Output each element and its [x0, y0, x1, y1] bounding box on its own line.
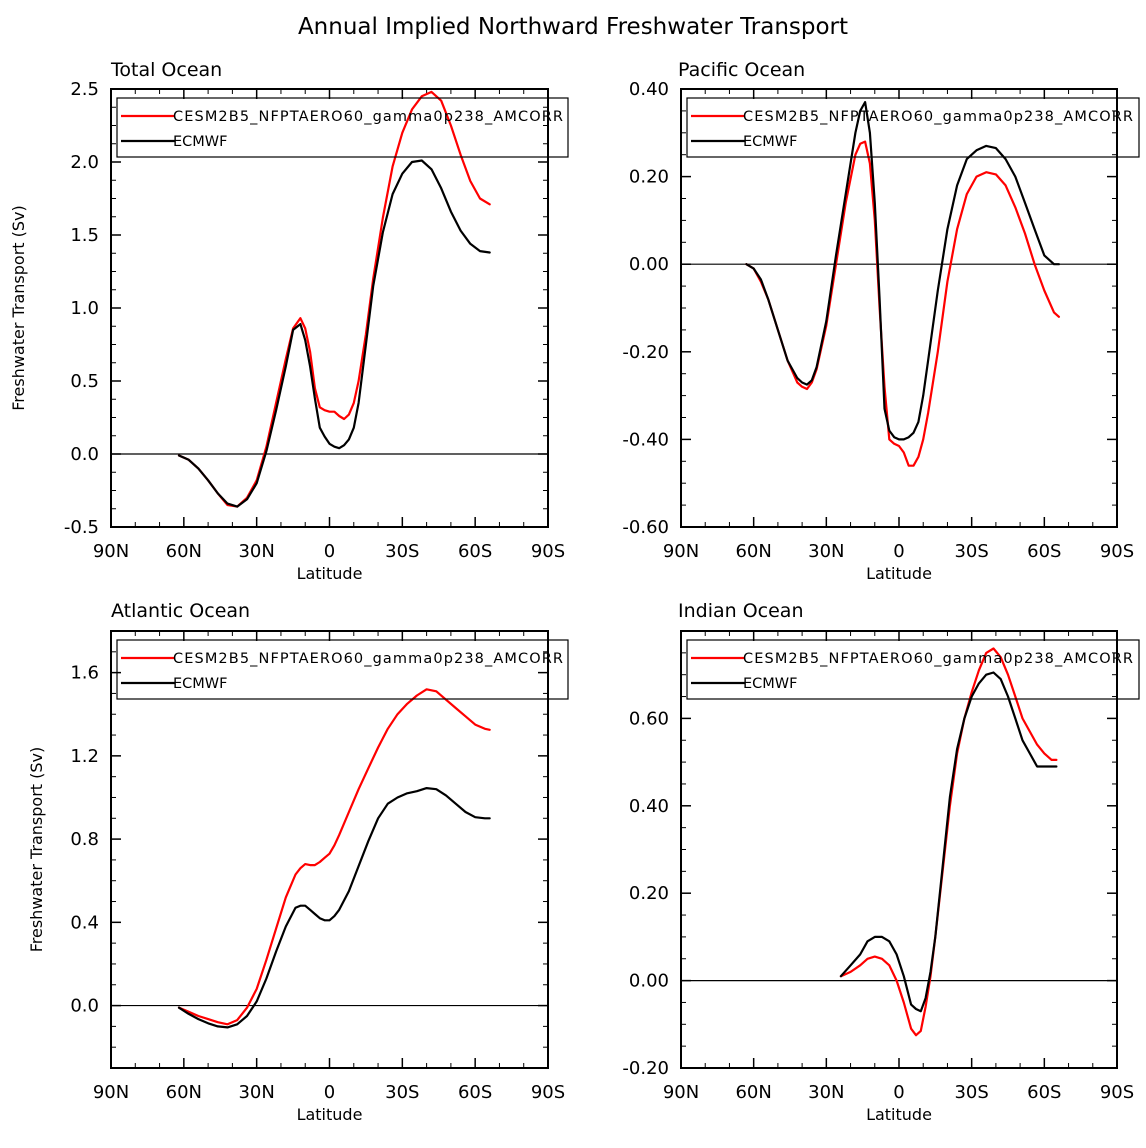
legend-label: CESM2B5_NFPTAERO60_gamma0p238_AMCORR	[173, 109, 563, 125]
chart-panel-2: 90N 60N 30N 0 30S 60S 90S -0.60 -0.40 -0.20 0.00 0.…	[622, 59, 1140, 583]
x-tick-label: 30S	[954, 1082, 988, 1103]
x-tick-label: 0	[324, 541, 335, 562]
y-tick-label: 0.0	[70, 444, 99, 465]
y-tick-label: 0.20	[629, 167, 669, 188]
x-tick-label: 90S	[1100, 1082, 1134, 1103]
x-tick-label: 90N	[93, 1082, 129, 1103]
y-tick-label: 0.5	[70, 371, 99, 392]
y-tick-label: 1.5	[70, 225, 99, 246]
x-tick-label: 90N	[93, 541, 129, 562]
x-tick-label: 30N	[808, 1082, 844, 1103]
legend-box	[116, 97, 569, 158]
y-tick-label: 0.40	[629, 796, 669, 817]
model-series-line	[177, 688, 491, 1026]
y-tick-label: -0.20	[622, 1058, 669, 1079]
y-tick-label: -0.20	[622, 342, 669, 363]
chart-panel-4: 90N 60N 30N 0 30S 60S 90S -0.20 0.00 0.20 0.40 0.60…	[622, 600, 1140, 1124]
y-tick-label: -0.40	[622, 429, 669, 450]
x-tick-label: 90S	[531, 1082, 565, 1103]
chart-panel-3: 90N 60N 30N 0 30S 60S 90S 0.0 0.4 0.8 1.2 1.6 CESM2B…	[27, 600, 569, 1124]
legend-label: CESM2B5_NFPTAERO60_gamma0p238_AMCORR	[743, 651, 1133, 667]
x-tick-label: 90N	[663, 1082, 699, 1103]
y-tick-label: 0.0	[70, 996, 99, 1017]
x-tick-label: 60N	[735, 1082, 771, 1103]
x-tick-label: 30N	[808, 541, 844, 562]
y-tick-label: 0.40	[629, 79, 669, 100]
legend-label: ECMWF	[173, 134, 227, 150]
x-tick-label: 0	[893, 541, 904, 562]
y-tick-label: 1.6	[70, 663, 99, 684]
panel-title: Atlantic Ocean	[111, 600, 250, 622]
legend-box	[686, 97, 1140, 158]
legend-box	[686, 639, 1140, 700]
x-axis-label: Latitude	[866, 564, 932, 583]
ecmwf-series-line	[177, 786, 491, 1029]
y-tick-label: 0.20	[629, 883, 669, 904]
legend-box	[116, 639, 569, 700]
y-axis-label: Freshwater Transport (Sv)	[9, 205, 28, 411]
x-axis-label: Latitude	[297, 564, 363, 583]
x-tick-label: 90N	[663, 541, 699, 562]
panel-title: Total Ocean	[110, 59, 222, 81]
y-tick-label: 0.4	[70, 912, 99, 933]
legend-label: ECMWF	[743, 134, 797, 150]
x-tick-label: 60N	[166, 1082, 202, 1103]
y-tick-label: 0.00	[629, 254, 669, 275]
y-tick-label: 0.60	[629, 708, 669, 729]
panels: 90N 60N 30N 0 30S 60S 90S -0.5 0.0 0.5 1.0 1.5 2.0 2.…	[9, 59, 1140, 1124]
panel-title: Indian Ocean	[678, 600, 804, 622]
legend-label: CESM2B5_NFPTAERO60_gamma0p238_AMCORR	[173, 651, 563, 667]
x-axis-label: Latitude	[297, 1105, 363, 1124]
chart-panel-1: 90N 60N 30N 0 30S 60S 90S -0.5 0.0 0.5 1.0 1.5 2.0 2.…	[9, 59, 569, 583]
x-tick-label: 30S	[385, 1082, 419, 1103]
x-tick-label: 0	[324, 1082, 335, 1103]
x-tick-label: 30S	[385, 541, 419, 562]
y-tick-label: 1.0	[70, 298, 99, 319]
legend-label: CESM2B5_NFPTAERO60_gamma0p238_AMCORR	[743, 109, 1133, 125]
x-tick-label: 60N	[735, 541, 771, 562]
x-tick-label: 30N	[238, 541, 274, 562]
y-tick-label: 2.0	[70, 152, 99, 173]
x-tick-label: 60N	[166, 541, 202, 562]
y-tick-label: 2.5	[70, 79, 99, 100]
figure-title: Annual Implied Northward Freshwater Tran…	[298, 14, 848, 40]
panel-title: Pacific Ocean	[678, 59, 805, 81]
legend-label: ECMWF	[173, 676, 227, 692]
ecmwf-series-line	[745, 100, 1061, 441]
y-tick-label: -0.60	[622, 517, 669, 538]
y-tick-label: -0.5	[64, 517, 99, 538]
x-tick-label: 60S	[1027, 541, 1061, 562]
y-tick-label: 0.00	[629, 971, 669, 992]
x-tick-label: 60S	[458, 541, 492, 562]
y-tick-label: 0.8	[70, 829, 99, 850]
model-series-line	[745, 140, 1061, 467]
x-axis-label: Latitude	[866, 1105, 932, 1124]
x-tick-label: 60S	[1027, 1082, 1061, 1103]
x-tick-label: 90S	[1100, 541, 1134, 562]
x-tick-label: 90S	[531, 541, 565, 562]
x-tick-label: 30N	[238, 1082, 274, 1103]
legend-label: ECMWF	[743, 676, 797, 692]
x-tick-label: 30S	[954, 541, 988, 562]
ecmwf-series-line	[177, 159, 491, 508]
x-tick-label: 60S	[458, 1082, 492, 1103]
y-axis-label: Freshwater Transport (Sv)	[27, 747, 46, 953]
y-tick-label: 1.2	[70, 746, 99, 767]
x-tick-label: 0	[893, 1082, 904, 1103]
ecmwf-series-line	[839, 671, 1058, 1013]
